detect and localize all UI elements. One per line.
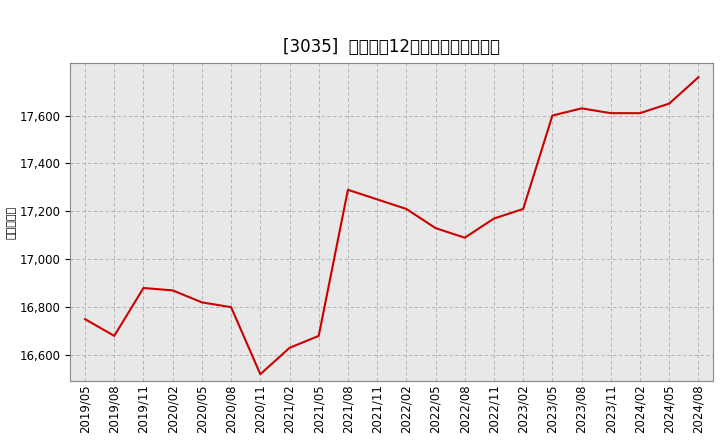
Y-axis label: （百万円）: （百万円） xyxy=(7,205,17,238)
Title: [3035]  売上高の12か月移動合計の推移: [3035] 売上高の12か月移動合計の推移 xyxy=(283,38,500,56)
